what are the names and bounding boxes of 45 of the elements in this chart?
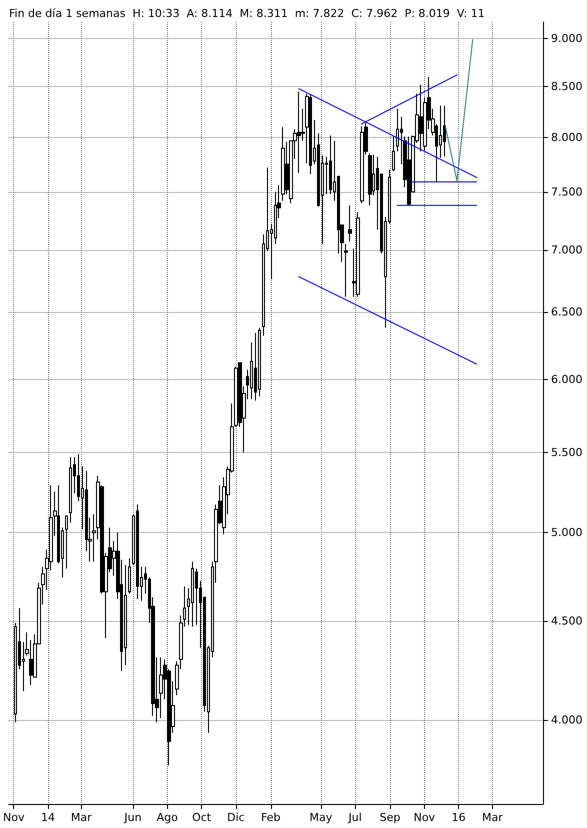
candlestick xyxy=(356,212,360,298)
candlestick xyxy=(392,136,395,172)
y-tick-label: 8.000 xyxy=(551,131,582,144)
y-tick-label: 5.000 xyxy=(551,526,582,540)
x-tick-label: Mar xyxy=(482,811,504,824)
y-tick-label: 6.000 xyxy=(551,372,582,386)
candlestick xyxy=(348,204,352,242)
y-tick-label: 9.000 xyxy=(551,32,582,46)
y-tick-label: 8.500 xyxy=(551,80,582,94)
candlestick xyxy=(159,656,163,719)
chart-title: Fin de día 1 semanas H: 10:33 A: 8.114 M: 8.311 m: 7.822 C: 7.962 P: 8.019 V: 11 xyxy=(9,7,485,20)
x-tick-label: Dic xyxy=(227,811,245,824)
candlestick xyxy=(136,504,139,600)
y-tick-label: 4.500 xyxy=(551,614,582,628)
x-tick-label: 14 xyxy=(41,811,56,824)
x-tick-label: 16 xyxy=(452,811,466,824)
candlestick xyxy=(297,91,301,174)
candlestick xyxy=(360,126,364,204)
candlestick xyxy=(443,105,446,158)
candlestick xyxy=(368,153,372,206)
x-tick-label: Oct xyxy=(192,811,212,824)
y-tick-label: 5.500 xyxy=(551,446,582,459)
candlestick xyxy=(407,136,411,206)
candlestick xyxy=(65,515,68,570)
candlestick xyxy=(128,558,131,594)
candlestick xyxy=(69,456,72,524)
x-tick-label: May xyxy=(309,811,333,824)
x-tick-label: Feb xyxy=(261,811,281,824)
x-tick-label: Jul xyxy=(348,811,362,824)
candlestick xyxy=(419,84,423,152)
x-tick-label: Nov xyxy=(3,811,25,824)
candlestick xyxy=(344,243,348,298)
candlestick xyxy=(191,561,194,628)
x-tick-label: Jun xyxy=(123,811,142,824)
x-tick-label: Ago xyxy=(156,811,178,824)
x-tick-label: Nov xyxy=(414,811,436,824)
candlestick xyxy=(258,327,261,397)
y-tick-label: 7.500 xyxy=(551,185,582,198)
x-tick-label: Sep xyxy=(380,811,400,824)
y-tick-label: 4.000 xyxy=(551,714,582,727)
y-tick-label: 6.500 xyxy=(551,306,582,319)
y-tick-label: 7.000 xyxy=(551,243,582,256)
candlestick xyxy=(309,94,312,175)
candlestick xyxy=(281,126,285,202)
x-tick-label: Mar xyxy=(70,811,92,824)
